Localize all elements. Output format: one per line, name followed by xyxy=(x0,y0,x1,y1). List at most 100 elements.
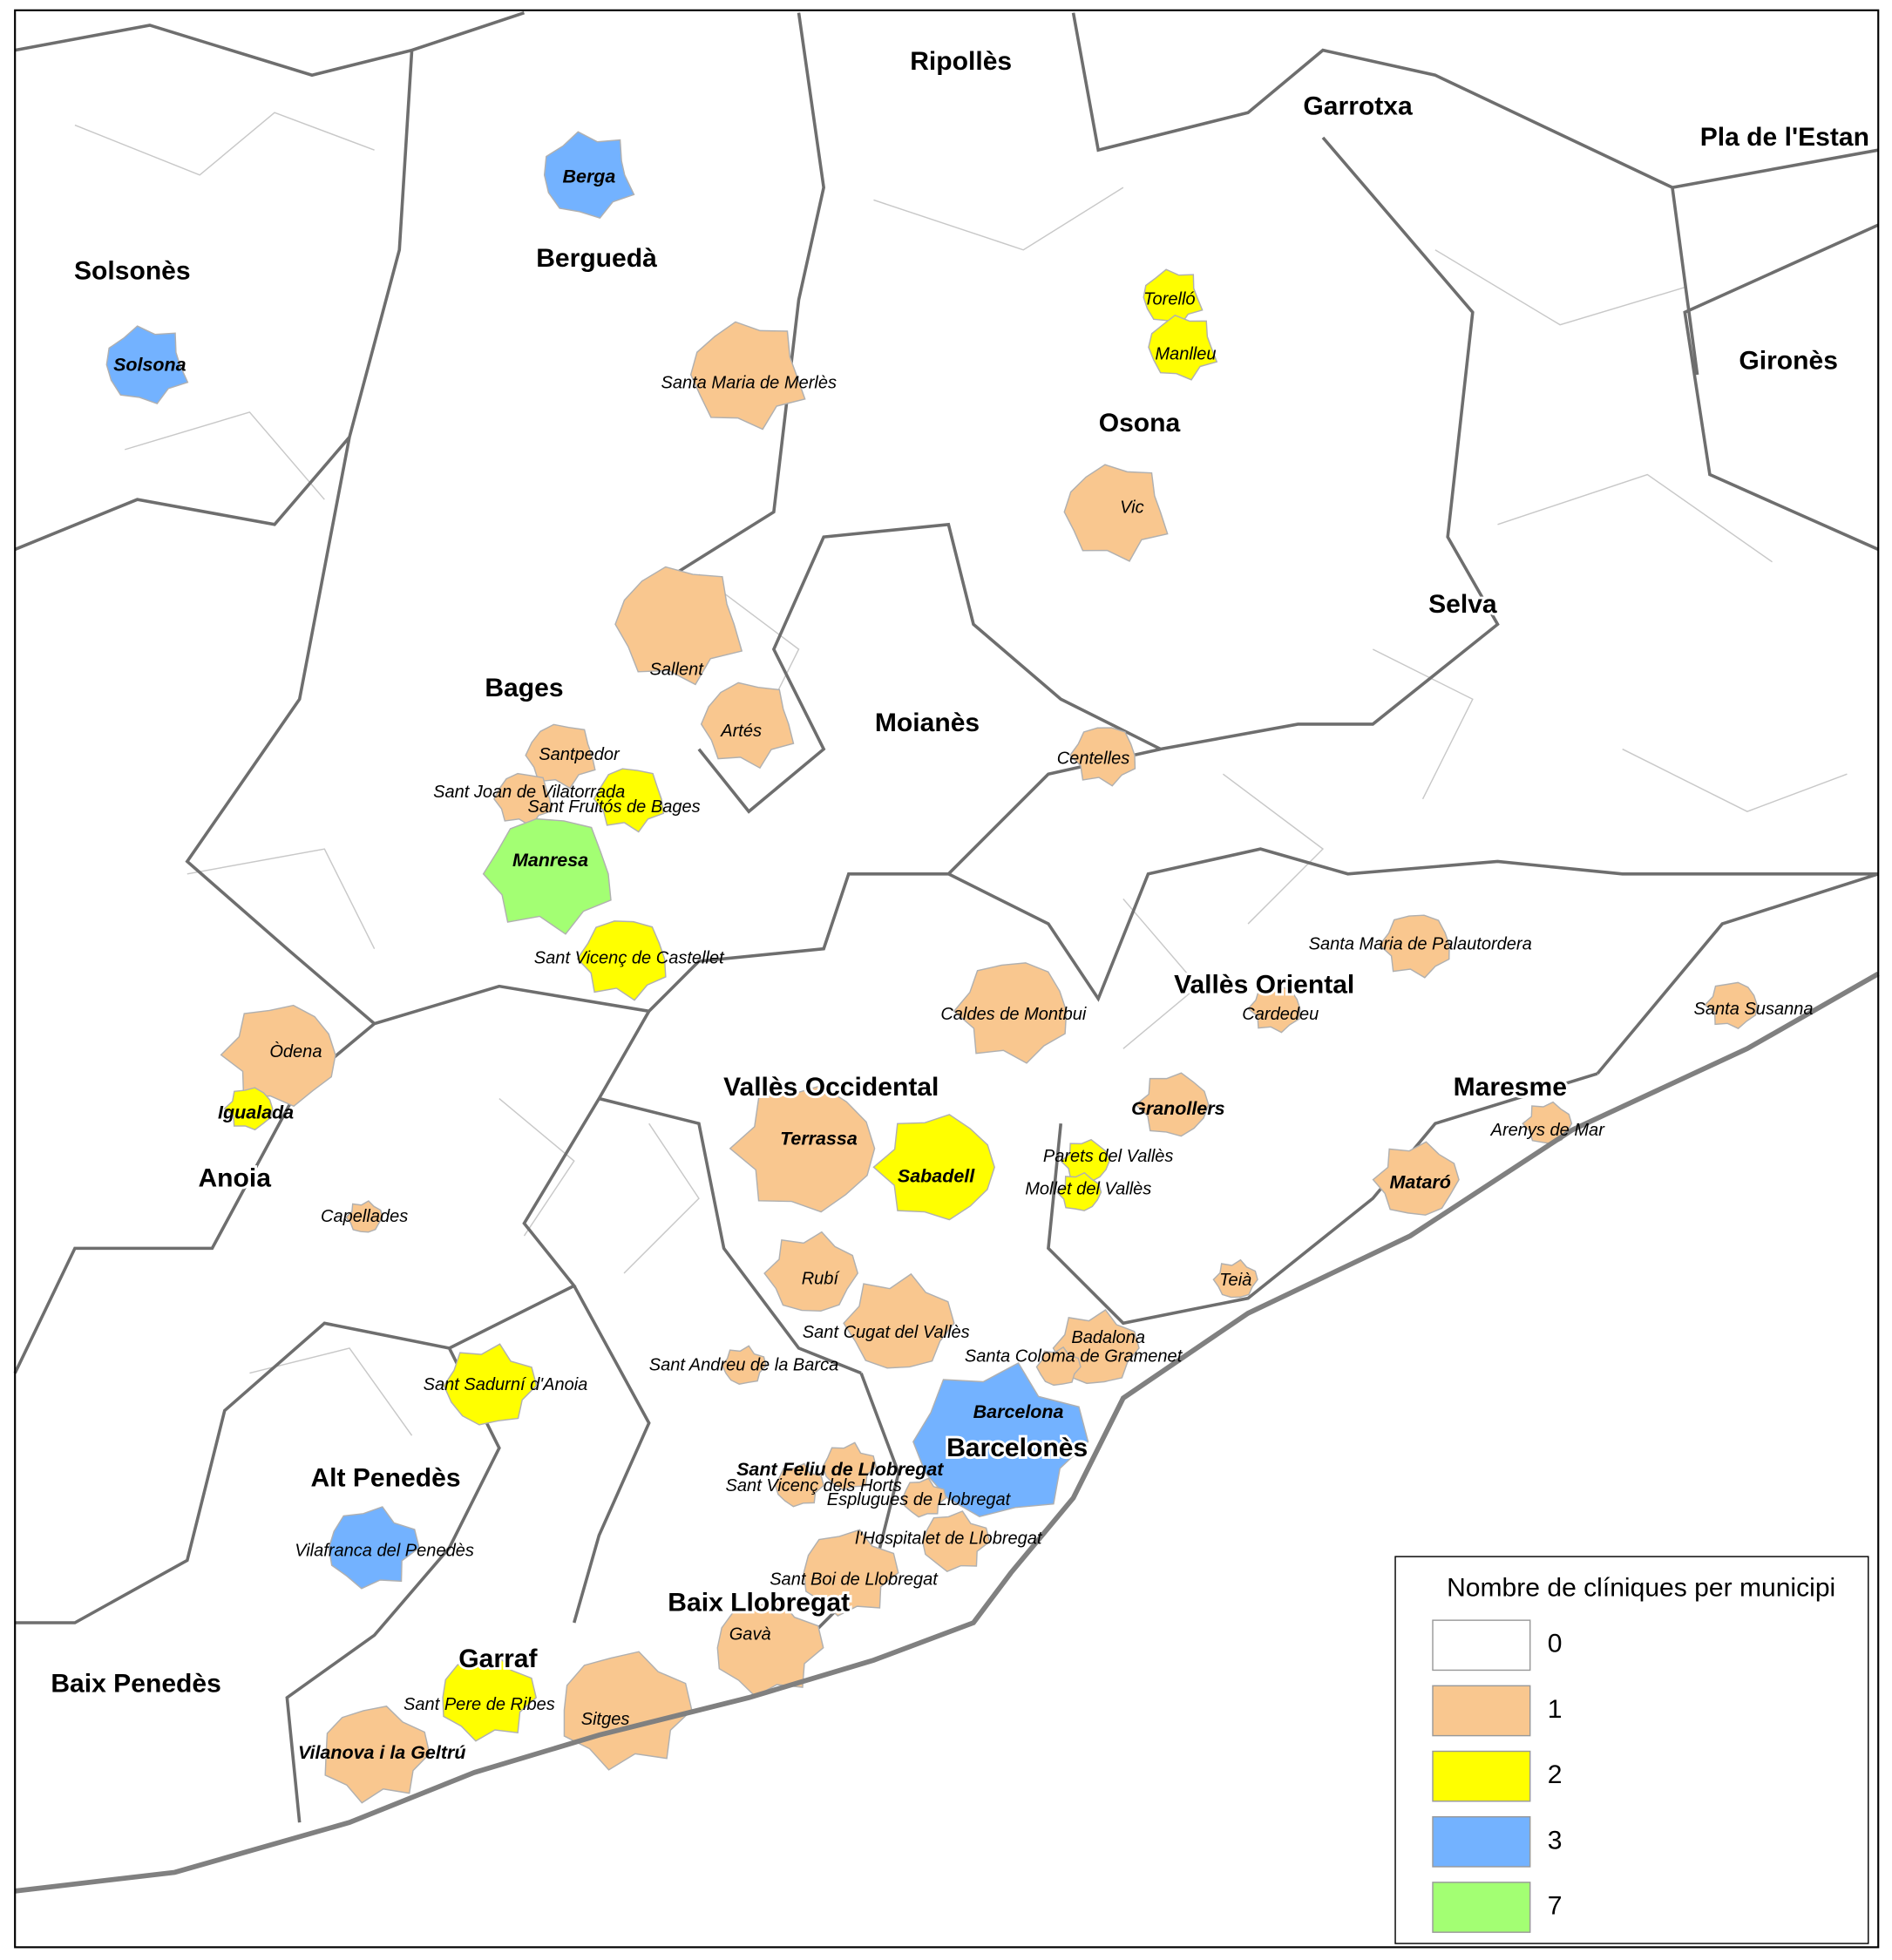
legend-swatch xyxy=(1432,1815,1531,1868)
municipality-area xyxy=(443,1343,538,1426)
municipality-label: Esplugues de Llobregat xyxy=(827,1490,1012,1509)
municipality-label: Santpedor xyxy=(539,745,620,764)
municipality-label: Sant Feliu de Llobregat xyxy=(736,1459,944,1480)
municipality-area xyxy=(763,1231,859,1312)
municipality-label: Solsona xyxy=(113,355,186,376)
comarca-label: Barcelonès xyxy=(946,1434,1088,1462)
legend-label: 7 xyxy=(1548,1891,1563,1920)
municipality-label: Sant Andreu de la Barca xyxy=(649,1355,839,1374)
municipality-label: Sallent xyxy=(650,661,705,680)
comarca-label: Ripollès xyxy=(910,47,1012,76)
municipality-area xyxy=(921,1510,991,1572)
municipality-area xyxy=(822,1441,878,1491)
municipality-area xyxy=(543,131,635,220)
municipality-area xyxy=(1247,986,1301,1034)
municipality-label: Sant Vicenç dels Horts xyxy=(726,1476,902,1495)
municipality-area xyxy=(223,1087,274,1131)
map-frame xyxy=(14,9,1880,1949)
municipality-area xyxy=(1035,1346,1082,1387)
legend-label: 0 xyxy=(1548,1630,1563,1658)
municipality-area xyxy=(563,1651,693,1771)
legend-label: 3 xyxy=(1548,1826,1563,1855)
municipality-area xyxy=(700,682,795,770)
municipality-area xyxy=(482,817,612,935)
comarca-label: Selva xyxy=(1428,590,1497,619)
comarca-label: Osona xyxy=(1099,409,1181,437)
municipality-label: Barcelona xyxy=(973,1401,1064,1422)
municipality-area xyxy=(593,768,665,833)
municipality-area xyxy=(1135,1072,1210,1137)
comarca-label: Anoia xyxy=(198,1164,271,1193)
comarca-label: Garraf xyxy=(458,1645,538,1673)
municipality-area xyxy=(774,1462,824,1508)
municipality-area xyxy=(324,1706,431,1804)
comarca-label: Pla de l'Estan xyxy=(1700,123,1869,152)
municipality-area xyxy=(220,1004,336,1108)
municipality-label: Santa Coloma de Gramenet xyxy=(965,1346,1183,1366)
municipality-label: Sant Pere de Ribes xyxy=(403,1695,555,1714)
municipality-label: Vilafranca del Penedès xyxy=(295,1542,474,1561)
municipality-area xyxy=(576,920,667,1001)
municipality-label: Caldes de Montbui xyxy=(940,1005,1087,1024)
municipality-label: Mataró xyxy=(1389,1172,1450,1193)
municipality-area xyxy=(1068,727,1136,787)
municipality-area xyxy=(442,1654,538,1742)
municipal-borders xyxy=(74,112,1848,1436)
municipality-area xyxy=(953,962,1068,1064)
municipality-label: Sant Joan de Vilatorrada xyxy=(433,783,625,802)
municipality-area xyxy=(1379,914,1450,979)
coastline xyxy=(14,971,1880,1894)
comarca-label: Gironès xyxy=(1739,347,1838,376)
municipality-area xyxy=(1704,981,1758,1030)
municipality-label: Badalona xyxy=(1071,1328,1145,1347)
municipality-label: Vic xyxy=(1120,498,1143,517)
municipality-area xyxy=(1060,1138,1110,1183)
municipality-label: Berga xyxy=(563,166,616,187)
municipality-label: Torelló xyxy=(1143,289,1195,309)
municipality-layer xyxy=(105,131,1758,1804)
municipality-area xyxy=(1063,464,1169,562)
municipality-area xyxy=(1055,1171,1102,1211)
comarca-label: Garrotxa xyxy=(1303,92,1413,120)
municipality-label: Capellades xyxy=(321,1207,408,1226)
municipality-area xyxy=(872,1114,995,1221)
municipality-label: Arenys de Mar xyxy=(1490,1121,1606,1140)
municipality-label: Òdena xyxy=(269,1041,322,1061)
municipality-label: Santa Maria de Merlès xyxy=(661,373,837,392)
comarca-label: Moianès xyxy=(875,709,980,737)
comarca-label: Bages xyxy=(485,674,563,702)
municipality-area xyxy=(912,1362,1089,1518)
comarca-borders xyxy=(13,10,1879,1823)
municipality-label: Sant Fruitós de Bages xyxy=(527,797,700,817)
comarca-label: Baix Penedès xyxy=(51,1670,221,1699)
municipality-label: Sant Sadurní d'Anoia xyxy=(424,1375,588,1394)
comarca-label: Baix Llobregat xyxy=(668,1588,850,1617)
municipality-area xyxy=(525,723,596,790)
municipality-label: Igualada xyxy=(218,1102,294,1122)
municipality-label: Sant Cugat del Vallès xyxy=(803,1323,970,1342)
legend: Nombre de clíniques per municipi 0 1 2 3 7 xyxy=(1394,1556,1869,1944)
municipality-area xyxy=(1212,1258,1258,1299)
municipality-area xyxy=(721,1345,767,1385)
municipality-label: Rubí xyxy=(802,1269,841,1288)
municipality-label: Terrassa xyxy=(780,1128,858,1149)
municipality-label: Manlleu xyxy=(1155,344,1216,363)
municipality-label: Mollet del Vallès xyxy=(1025,1179,1151,1198)
municipality-label: Sant Boi de Llobregat xyxy=(770,1570,939,1590)
municipality-area xyxy=(1148,314,1218,381)
municipality-label: Gavà xyxy=(729,1625,771,1645)
legend-label: 1 xyxy=(1548,1695,1563,1724)
municipality-label: Vilanova i la Geltrú xyxy=(298,1742,466,1763)
municipality-area xyxy=(689,321,806,431)
comarca-label: Vallès Occidental xyxy=(723,1073,939,1102)
comarca-label: Alt Penedès xyxy=(310,1463,460,1492)
municipality-label: Parets del Vallès xyxy=(1043,1147,1174,1166)
municipality-area xyxy=(843,1272,955,1369)
comarca-label: Maresme xyxy=(1454,1073,1567,1102)
municipality-label: Granollers xyxy=(1131,1098,1224,1119)
municipality-area xyxy=(1372,1141,1460,1216)
municipality-label: l'Hospitalet de Llobregat xyxy=(855,1529,1043,1548)
municipality-label: Teià xyxy=(1219,1271,1251,1290)
municipality-area xyxy=(729,1085,876,1213)
